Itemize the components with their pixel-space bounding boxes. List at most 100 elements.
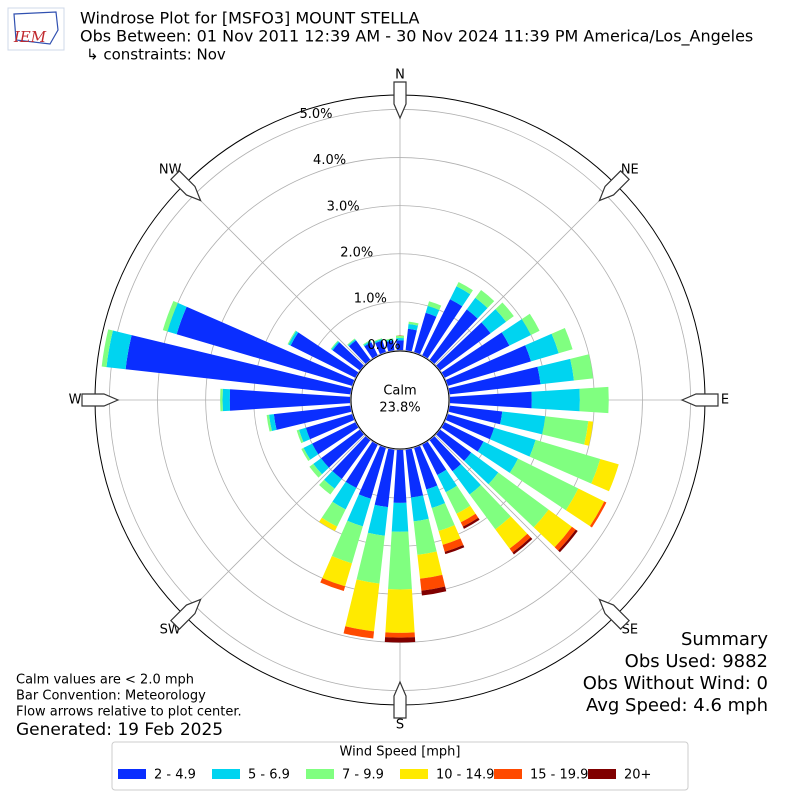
bar-segment — [375, 340, 386, 355]
bar-segment — [290, 332, 359, 378]
legend-label: 5 - 6.9 — [248, 768, 290, 783]
bar-segment — [413, 518, 437, 555]
radial-grid-line — [184, 399, 401, 616]
bar-segment — [321, 429, 364, 468]
bar-segment — [445, 345, 532, 386]
r-tick-label: 3.0% — [327, 199, 360, 214]
bar-segment — [345, 579, 380, 632]
flow-arrow — [393, 680, 407, 719]
bar-segment — [579, 386, 609, 414]
bar-segment — [475, 290, 495, 309]
bar-segment — [396, 337, 404, 341]
radial-grid-line — [399, 399, 616, 616]
bar-segment — [542, 416, 589, 445]
bar-segment — [356, 532, 385, 584]
bar-segment — [448, 405, 503, 425]
bar-segment — [477, 441, 519, 473]
bar-segment — [374, 448, 395, 508]
legend-swatch — [400, 769, 428, 779]
bar-segment — [273, 405, 352, 430]
bar-segment — [384, 637, 416, 643]
bar-segment — [441, 422, 484, 452]
flow-arrow — [598, 170, 630, 202]
legend-swatch — [212, 769, 240, 779]
bar-segment — [125, 335, 352, 395]
bar-segment — [396, 340, 404, 351]
direction-label: SE — [622, 622, 638, 637]
bar-segment — [464, 452, 499, 485]
legend-swatch — [588, 769, 616, 779]
bar-segment — [422, 441, 447, 475]
bar-segment — [466, 297, 488, 319]
flow-arrow — [81, 393, 120, 407]
bar-segment — [269, 414, 277, 431]
bar-segment — [558, 529, 578, 553]
bar-segment — [363, 340, 372, 347]
bar-segment — [427, 301, 442, 311]
bar-segment — [449, 391, 532, 409]
r-tick-label: 5.0% — [299, 107, 332, 122]
bar-segment — [509, 533, 531, 553]
bar-segment — [445, 485, 471, 514]
flow-arrow — [393, 81, 407, 120]
bar-segment — [395, 335, 405, 339]
bar-segment — [426, 485, 446, 508]
bar-segment — [425, 305, 440, 317]
bar-segment — [501, 319, 531, 346]
bar-segment — [405, 448, 424, 498]
calm-circle — [350, 350, 450, 450]
bar-segment — [321, 501, 346, 527]
bar-segment — [436, 429, 472, 462]
bar-segment — [481, 309, 507, 334]
bar-segment — [324, 471, 342, 489]
logo-outline — [13, 11, 59, 45]
note-line: Bar Convention: Meteorology — [16, 689, 206, 704]
bar-segment — [385, 340, 395, 352]
bar-segment — [313, 458, 329, 475]
bar-segment — [417, 551, 443, 579]
bar-segment — [410, 495, 429, 522]
legend-title: Wind Speed [mph] — [340, 745, 461, 760]
legend: Wind Speed [mph] 2 - 4.9 5 - 6.9 7 - 9.9 10… — [111, 741, 689, 791]
chart-subtitle: Obs Between: 01 Nov 2011 12:39 AM - 30 N… — [80, 27, 753, 47]
bar-segment — [436, 322, 491, 371]
generated: Generated: 19 Feb 2025 — [16, 720, 223, 740]
bar-segment — [388, 531, 412, 590]
bar-segment — [266, 414, 272, 432]
bar-segment — [589, 501, 607, 528]
bar-segment — [222, 388, 231, 412]
r-tick-label: 2.0% — [340, 246, 373, 261]
bar-segment — [414, 445, 438, 490]
bar-segment — [448, 366, 541, 395]
bar-segment — [385, 589, 415, 633]
bar-segment — [437, 469, 457, 493]
chart-title: Windrose Plot for [MSFO3] MOUNT STELLA — [80, 9, 420, 28]
bar-segment — [570, 354, 594, 381]
bar-segment — [343, 626, 375, 639]
constraints: ↳ constraints: Nov — [86, 46, 226, 64]
r-tick-label: 0.0% — [367, 338, 400, 353]
legend-frame — [111, 741, 689, 791]
bar-segment — [367, 504, 388, 536]
flow-arrow — [598, 598, 630, 630]
bar-segment — [303, 443, 319, 460]
bar-segment — [456, 281, 473, 295]
legend-label: 10 - 14.9 — [436, 768, 494, 783]
legend-swatch — [494, 769, 522, 779]
bar-segment — [374, 338, 383, 342]
bar-segment — [584, 421, 594, 446]
bar-segment — [531, 388, 580, 412]
bar-segment — [385, 338, 394, 341]
summary-line: Avg Speed: 4.6 mph — [586, 695, 768, 716]
bar-segment — [347, 339, 357, 347]
bar-segment — [444, 545, 465, 555]
r-tick-label: 4.0% — [313, 153, 346, 168]
bar-segment — [407, 324, 418, 331]
bar-segment — [554, 526, 576, 551]
bar-segment — [441, 332, 510, 378]
bar-segment — [450, 286, 471, 307]
bar-segment — [408, 321, 419, 326]
legend-label: 7 - 9.9 — [342, 768, 384, 783]
